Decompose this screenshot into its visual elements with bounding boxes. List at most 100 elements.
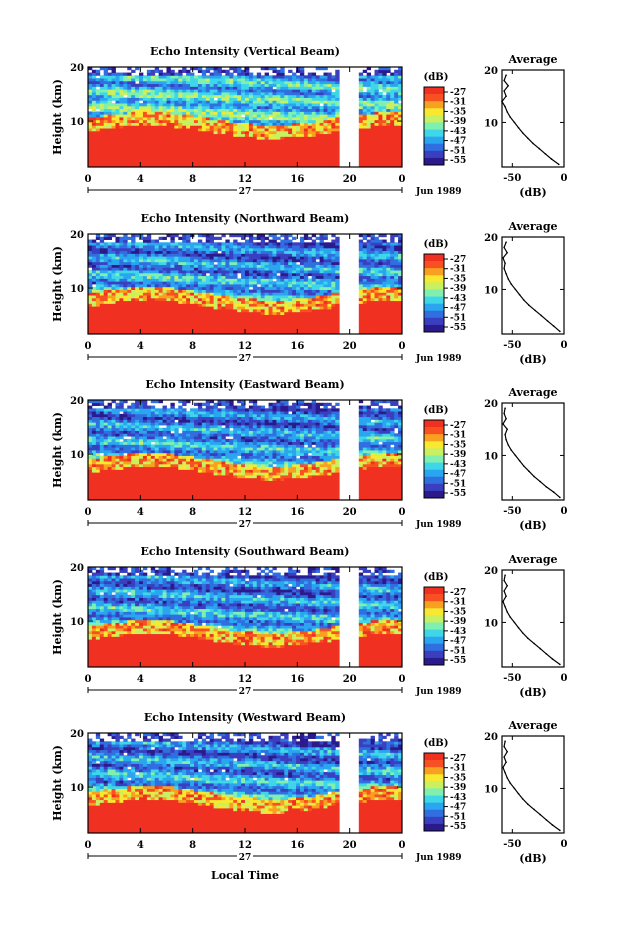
x-tick-label: 16: [290, 174, 304, 185]
average-x-tick-label: 0: [561, 506, 568, 517]
average-x-tick-label: -50: [503, 839, 521, 850]
average-profile-point: [539, 814, 541, 816]
x-tick-label: 0: [399, 674, 406, 685]
colorbar-swatch: [424, 297, 444, 304]
colorbar-swatch: [424, 760, 444, 767]
average-profile-point: [522, 798, 524, 800]
average-profile-point: [546, 653, 548, 655]
colorbar-title: (dB): [424, 738, 449, 749]
panel-title: Echo Intensity (Northward Beam): [141, 212, 350, 225]
x-tick-label: 4: [137, 174, 144, 185]
x-tick-label: 8: [189, 174, 196, 185]
average-profile-point: [506, 777, 508, 779]
average-x-tick-label: 0: [561, 839, 568, 850]
average-y-tick-label: 10: [484, 285, 498, 296]
colorbar-swatch: [424, 788, 444, 795]
average-profile-point: [523, 299, 525, 301]
average-title: Average: [507, 220, 557, 233]
colorbar-swatch: [424, 311, 444, 318]
average-profile-point: [534, 310, 536, 312]
colorbar-swatch: [424, 441, 444, 448]
average-y-tick-label: 10: [484, 618, 498, 629]
month-label: Jun 1989: [415, 853, 462, 863]
colorbar-tick-label: -27: [450, 421, 466, 431]
colorbar-swatch: [424, 289, 444, 296]
colorbar-swatch: [424, 615, 444, 622]
date-label: 27: [239, 354, 252, 364]
average-profile-point: [559, 664, 561, 666]
average-profile-point: [558, 164, 560, 166]
average-y-tick-label: 20: [484, 233, 498, 244]
average-profile-point: [514, 622, 516, 624]
y-axis-label: Height (km): [51, 79, 64, 155]
average-profile-point: [533, 809, 535, 811]
average-title: Average: [507, 386, 557, 399]
average-profile-point: [505, 418, 507, 420]
average-x-tick-label: 0: [561, 173, 568, 184]
average-profile-point: [551, 158, 553, 160]
average-profile-point: [504, 434, 506, 436]
colorbar-tick-label: -47: [450, 637, 466, 647]
average-profile-point: [501, 101, 503, 103]
average-x-label: (dB): [519, 519, 546, 532]
average-profile-point: [519, 460, 521, 462]
colorbar-swatch: [424, 753, 444, 760]
colorbar-tick-label: -51: [450, 479, 466, 489]
colorbar-swatch: [424, 622, 444, 629]
colorbar-title: (dB): [424, 72, 449, 83]
colorbar-swatch: [424, 318, 444, 325]
colorbar-tick-label: -39: [450, 284, 466, 294]
average-profile-point: [511, 449, 513, 451]
colorbar-tick-label: -35: [450, 274, 466, 284]
colorbar-swatch: [424, 151, 444, 158]
colorbar-swatch: [424, 254, 444, 261]
average-profile-point: [523, 465, 525, 467]
average-profile-point: [503, 590, 505, 592]
colorbar-swatch: [424, 427, 444, 434]
average-profile-point: [538, 148, 540, 150]
colorbar-swatch: [424, 587, 444, 594]
colorbar-tick-label: -51: [450, 313, 466, 323]
colorbar-swatch: [424, 651, 444, 658]
colorbar-swatch: [424, 94, 444, 101]
average-profile-point: [514, 788, 516, 790]
colorbar-tick-label: -51: [450, 146, 466, 156]
average-profile-point: [510, 616, 512, 618]
x-tick-label: 4: [137, 840, 144, 851]
average-profile-point: [506, 611, 508, 613]
y-axis-label: Height (km): [51, 246, 64, 322]
average-profile-point: [507, 85, 509, 87]
colorbar-swatch: [424, 108, 444, 115]
average-x-tick-label: -50: [503, 506, 521, 517]
colorbar-swatch: [424, 594, 444, 601]
colorbar-tick-label: -43: [450, 127, 466, 137]
colorbar-tick-label: -35: [450, 607, 466, 617]
x-tick-label: 8: [189, 674, 196, 685]
panel-title: Echo Intensity (Eastward Beam): [145, 378, 344, 391]
colorbar-swatch: [424, 268, 444, 275]
colorbar-swatch: [424, 434, 444, 441]
x-tick-label: 20: [343, 507, 357, 518]
average-profile-point: [505, 95, 507, 97]
colorbar-swatch: [424, 470, 444, 477]
average-profile-point: [552, 658, 554, 660]
colorbar-swatch: [424, 275, 444, 282]
colorbar-swatch: [424, 304, 444, 311]
average-profile-point: [502, 257, 504, 259]
y-tick-label: 20: [70, 729, 84, 740]
average-y-tick-label: 10: [484, 118, 498, 129]
average-profile-point: [559, 830, 561, 832]
colorbar-swatch: [424, 608, 444, 615]
x-tick-label: 0: [85, 840, 92, 851]
x-tick-label: 12: [238, 840, 252, 851]
colorbar-tick-label: -47: [450, 304, 466, 314]
average-profile-point: [547, 320, 549, 322]
colorbar-swatch: [424, 282, 444, 289]
average-profile-point: [519, 294, 521, 296]
average-frame: [502, 403, 564, 500]
colorbar-tick-label: -55: [450, 822, 466, 832]
average-profile-point: [553, 325, 555, 327]
colorbar-tick-label: -31: [450, 98, 466, 108]
average-profile-point: [510, 782, 512, 784]
